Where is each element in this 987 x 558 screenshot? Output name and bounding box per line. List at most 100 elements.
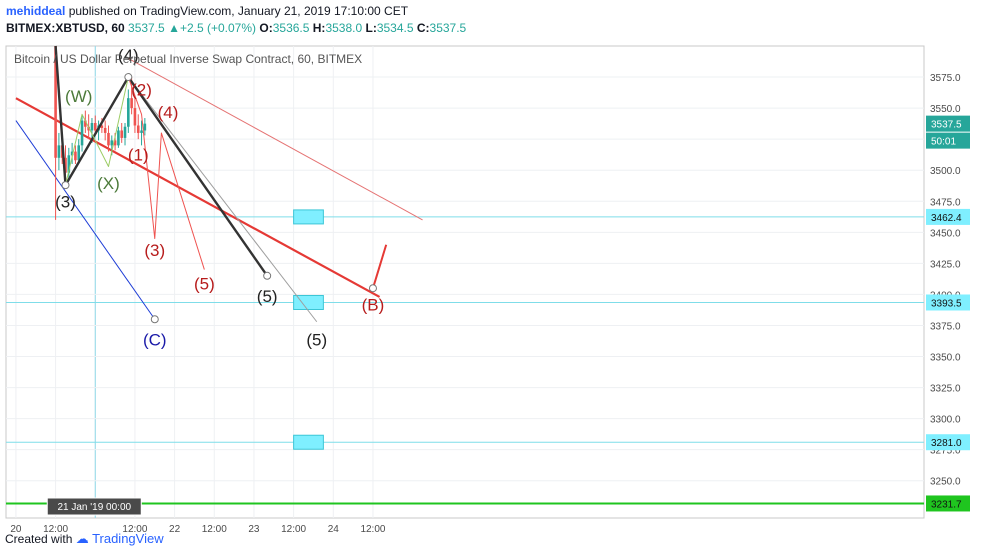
candle-body	[107, 132, 110, 146]
time-tick-label: 12:00	[360, 524, 385, 535]
price-tick-label: 3450.0	[930, 228, 961, 239]
time-tick-label: 23	[248, 524, 260, 535]
price-marker-current	[926, 115, 970, 132]
time-tick-label: 22	[169, 524, 181, 535]
candle-body	[140, 130, 143, 133]
price-marker-level	[926, 294, 970, 311]
wave-label: (5)	[306, 330, 327, 349]
author-name[interactable]: mehiddeal	[6, 4, 66, 18]
trend-lines	[15, 57, 423, 323]
price-marker-support	[926, 495, 970, 512]
publish-info: published on TradingView.com, January 21…	[68, 4, 409, 18]
wave-point	[124, 73, 133, 82]
close-label: C:	[416, 21, 430, 35]
candle-body	[87, 126, 90, 131]
wave-label: (4)	[118, 46, 139, 65]
price-marker-label: 3393.5	[931, 298, 962, 309]
wave-point	[150, 315, 159, 324]
target-zone	[293, 294, 324, 310]
price-tick-label: 3500.0	[930, 166, 961, 177]
candle-body	[103, 127, 107, 133]
candle-body	[74, 151, 77, 161]
candle-body	[127, 98, 130, 127]
wave-label: (2)	[131, 81, 152, 100]
price-tick-label: 3550.0	[930, 104, 961, 115]
candles	[54, 46, 147, 220]
high-value: 3538.0	[325, 21, 363, 35]
wave-labels: (W) (X) (3) (4) (2) (1) (4) (3) (5) (5) (5) (C) (B)	[55, 46, 384, 349]
wave-label: (5)	[257, 287, 278, 306]
wave-point	[263, 271, 272, 280]
trendline-red_thin_channel	[128, 57, 423, 221]
price-marker-label: 50:01	[931, 137, 956, 148]
candle-body	[133, 108, 137, 126]
wave-label: (3)	[144, 241, 165, 260]
time-tick-label: 24	[328, 524, 340, 535]
trendline-blue_trend	[15, 120, 156, 320]
candle-body	[77, 145, 81, 161]
chart-header: mehiddeal published on TradingView.com, …	[6, 3, 466, 37]
wave-point	[61, 181, 70, 190]
time-tick-label: 12:00	[122, 524, 147, 535]
price-change: +2.5 (+0.07%)	[179, 21, 257, 35]
price-tick-label: 3375.0	[930, 321, 961, 332]
wave-b_leg	[372, 244, 388, 289]
candle-body	[57, 145, 61, 158]
price-tick-label: 3575.0	[930, 73, 961, 84]
time-axis[interactable]: 12:002012:0012:002212:002312:002412:0021…	[0, 497, 386, 535]
time-tick-label: 12:00	[202, 524, 227, 535]
price-marker-label: 3281.0	[931, 438, 962, 449]
candle-body	[136, 125, 140, 133]
candle-body	[100, 125, 104, 128]
price-tick-label: 3275.0	[930, 446, 961, 457]
price-marker-label: 3231.7	[931, 499, 962, 510]
candle-body	[70, 151, 74, 156]
candle-body	[84, 120, 87, 127]
symbol-name: BITMEX:XBTUSD, 60	[6, 21, 125, 35]
time-tick-label: 12:00	[281, 524, 306, 535]
price-marker-label: 3537.5	[931, 120, 962, 131]
publish-line: mehiddeal published on TradingView.com, …	[6, 3, 466, 20]
candle-body	[117, 130, 120, 146]
candle-body	[113, 140, 117, 146]
wave-label: (3)	[55, 192, 76, 211]
low-label: L:	[365, 21, 377, 35]
crosshair-time-box	[46, 497, 142, 516]
wave-label: (B)	[362, 296, 385, 315]
candle-body	[143, 123, 147, 131]
candle-body	[110, 140, 114, 146]
wave-label: (W)	[65, 87, 92, 106]
candle-body	[54, 46, 57, 158]
footer: Created with ☁ TradingView	[5, 531, 164, 547]
target-zone	[293, 209, 324, 225]
tradingview-brand[interactable]: TradingView	[92, 531, 164, 546]
candle-body	[130, 98, 133, 109]
wave-main_wave	[54, 45, 269, 277]
symbol-line: BITMEX:XBTUSD, 60 3537.5 ▲+2.5 (+0.07%) …	[6, 20, 466, 37]
price-marker-level	[926, 434, 970, 451]
candle-body	[67, 155, 71, 173]
horizontal-levels	[6, 216, 924, 505]
low-value: 3534.5	[376, 21, 414, 35]
wave-label: (4)	[158, 103, 179, 122]
candle-body	[123, 126, 127, 138]
time-tick-label: 20	[10, 524, 22, 535]
price-marker-label: 3462.4	[931, 213, 962, 224]
wave-point	[368, 284, 377, 293]
price-tick-label: 3475.0	[930, 197, 961, 208]
candle-body	[64, 157, 67, 173]
wave-label: (C)	[143, 330, 167, 349]
wave-sub_wave	[127, 76, 205, 270]
price-marker-level	[926, 208, 970, 225]
chart-title: Bitcoin / US Dollar Perpetual Inverse Sw…	[14, 52, 362, 66]
tradingview-logo-icon: ☁	[75, 531, 89, 546]
wave-paths	[54, 45, 388, 324]
price-tick-label: 3425.0	[930, 259, 961, 270]
last-price: 3537.5	[128, 21, 165, 35]
price-tick-label: 3300.0	[930, 415, 961, 426]
wave-wxy_wave	[65, 76, 129, 186]
up-arrow-icon: ▲	[168, 21, 180, 35]
candle-body	[90, 123, 94, 131]
price-axis[interactable]: 3250.03275.03300.03325.03350.03375.03400…	[926, 73, 970, 512]
